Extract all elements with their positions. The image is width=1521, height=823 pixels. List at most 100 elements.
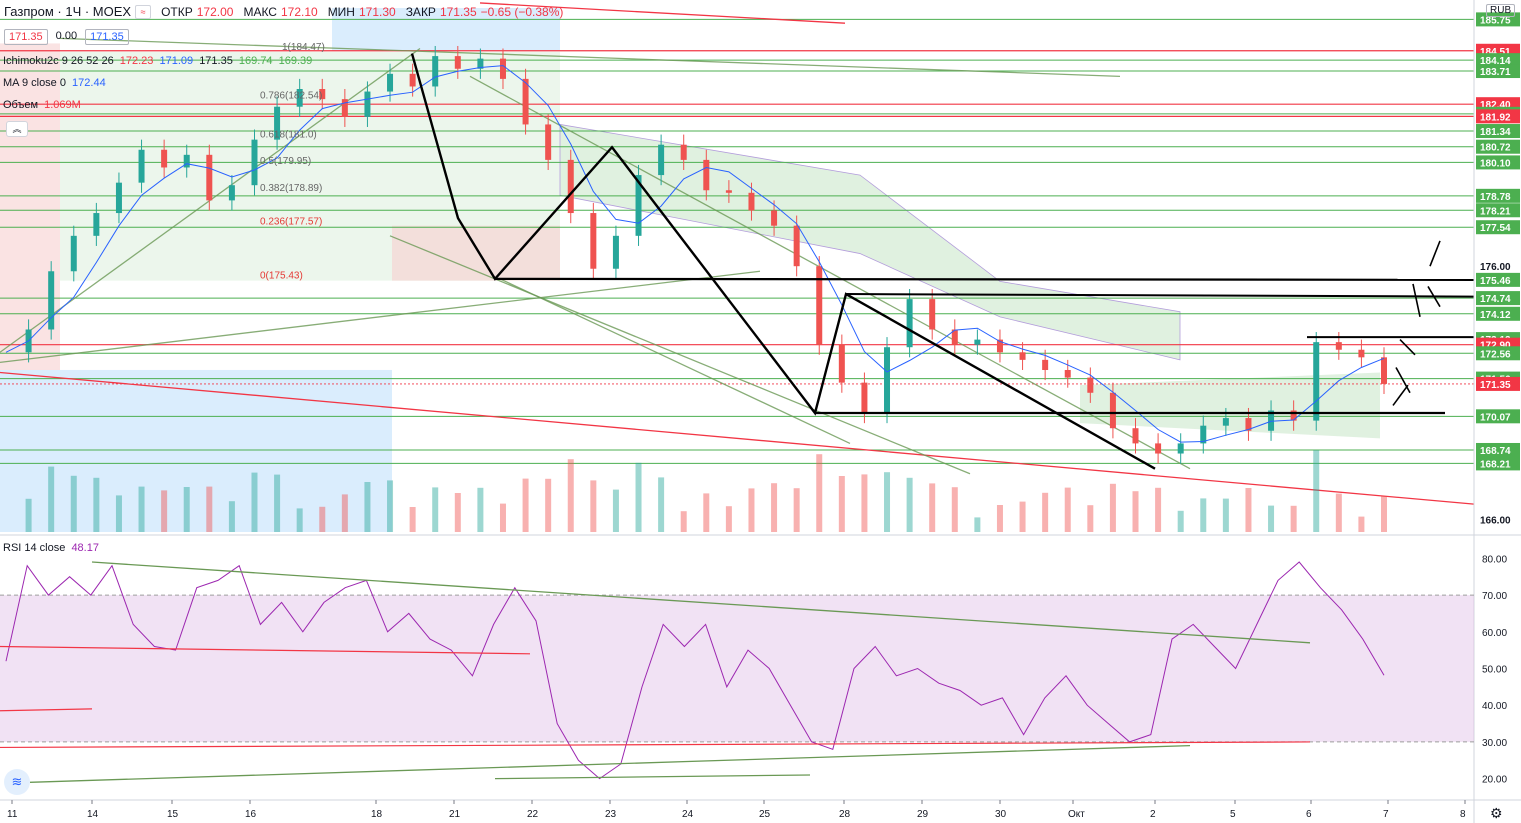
- gear-icon[interactable]: ⚙: [1490, 805, 1503, 821]
- fib-label: 0.5(179.95): [260, 156, 311, 167]
- price-tick-label: 182.40: [1480, 100, 1511, 111]
- price-tag: [1476, 442, 1520, 457]
- candle-body: [816, 266, 823, 345]
- time-tick-label: 11: [7, 809, 18, 820]
- volume-bar: [1245, 488, 1252, 532]
- price-tag: [1476, 376, 1520, 391]
- price-tag: [1476, 409, 1520, 424]
- time-tick-label: 28: [839, 809, 851, 820]
- volume-bar: [522, 478, 529, 532]
- price-tick-label: 172.56: [1480, 349, 1511, 360]
- trendline-red: [0, 371, 1475, 505]
- volume-value: 1.069M: [44, 99, 81, 111]
- buy-price[interactable]: 171.35: [85, 29, 129, 45]
- volume-bar: [115, 495, 122, 532]
- candle-body: [725, 190, 732, 193]
- candle-body: [70, 235, 77, 272]
- close-label: ЗАКР: [405, 4, 436, 19]
- candle-body: [861, 382, 868, 414]
- price-tag: [1476, 155, 1520, 170]
- currency-label[interactable]: RUB: [1486, 4, 1516, 17]
- candle-body: [635, 175, 642, 236]
- time-tick-label: 6: [1306, 809, 1312, 820]
- candle-body: [93, 213, 100, 236]
- compare-icon[interactable]: ≈: [135, 4, 152, 19]
- ma-legend[interactable]: MA 9 close 0 172.44: [3, 77, 106, 89]
- ichimoku-cloud-2: [1080, 372, 1380, 439]
- volume-bar: [25, 498, 32, 532]
- sell-price[interactable]: 171.35: [4, 29, 48, 45]
- open-label: ОТКР: [161, 4, 193, 19]
- ichimoku-legend[interactable]: Ichimoku2c 9 26 52 26 172.23 171.09 171.…: [3, 55, 312, 67]
- candle-body: [567, 159, 574, 214]
- price-tick-label: 174.12: [1480, 310, 1511, 321]
- candle-body: [1087, 377, 1094, 393]
- candle-body: [364, 91, 371, 117]
- volume-bar: [1109, 483, 1116, 532]
- volume-label: Объем: [3, 99, 39, 111]
- candle-body: [1200, 425, 1207, 444]
- candle-body: [1381, 357, 1387, 384]
- tradingview-logo-icon[interactable]: ≋: [4, 769, 30, 795]
- candle-body: [838, 344, 845, 383]
- symbol-title[interactable]: Газпром · 1Ч · MOEX: [4, 4, 132, 19]
- volume-bar: [884, 472, 891, 532]
- collapse-legend-icon[interactable]: ︽: [6, 121, 28, 137]
- time-tick-label: 2: [1150, 809, 1156, 820]
- candle-body: [477, 58, 484, 69]
- candle-body: [996, 339, 1003, 353]
- volume-bar: [1335, 493, 1342, 532]
- price-tick-label: 180.10: [1480, 158, 1511, 169]
- price-tick-label: 180.72: [1480, 143, 1511, 154]
- volume-bar: [635, 462, 642, 532]
- volume-bar: [861, 474, 868, 532]
- time-tick-label: 8: [1460, 809, 1466, 820]
- rsi-tick-label: 30.00: [1482, 738, 1507, 749]
- price-tag: [1476, 203, 1520, 218]
- candle-body: [951, 329, 958, 345]
- volume-bar: [590, 480, 597, 532]
- volume-bar: [658, 477, 665, 532]
- ichimoku-cloud-1: [559, 123, 1181, 361]
- price-tick-label: 178.21: [1480, 206, 1511, 217]
- volume-bar: [409, 507, 416, 532]
- candle-body: [274, 106, 281, 140]
- ma-line: [5, 65, 1385, 443]
- volume-bar: [567, 459, 574, 532]
- candle-body: [545, 124, 552, 160]
- volume-bar: [771, 483, 778, 532]
- volume-bar: [93, 477, 100, 532]
- candle-body: [161, 149, 168, 168]
- candle-body: [454, 56, 461, 69]
- volume-bar: [1222, 498, 1229, 532]
- price-tag: [1476, 291, 1520, 306]
- rsi-legend[interactable]: RSI 14 close 48.17: [3, 542, 99, 554]
- candle-body: [1177, 443, 1184, 454]
- volume-bar: [364, 482, 371, 532]
- trendline-green: [499, 278, 851, 444]
- candle-body: [1222, 418, 1229, 426]
- candle-body: [974, 339, 981, 345]
- close-value: 171.35: [439, 4, 477, 19]
- open-value: 172.00: [196, 4, 234, 19]
- volume-bar: [1200, 498, 1207, 532]
- price-boxes: 171.35 0.00 171.35: [4, 29, 129, 45]
- rsi-tick-label: 20.00: [1482, 775, 1507, 786]
- trendline-green: [0, 270, 761, 364]
- rsi-trendline-red: [0, 741, 1311, 749]
- price-tag: [1476, 346, 1520, 361]
- time-tick-label: 18: [371, 809, 383, 820]
- zone-blue-top: [332, 8, 560, 52]
- volume-legend[interactable]: Объем 1.069M: [3, 99, 81, 111]
- candle-body: [138, 149, 145, 183]
- candle-body: [703, 159, 710, 191]
- candle-body: [115, 182, 122, 214]
- volume-bar: [432, 487, 439, 532]
- candle-body: [1132, 428, 1139, 444]
- volume-bar: [793, 488, 800, 532]
- arrow-icon: [1427, 286, 1441, 308]
- trendline-red-top: [479, 2, 846, 24]
- candle-body: [1313, 342, 1320, 421]
- trendline-green: [389, 235, 971, 475]
